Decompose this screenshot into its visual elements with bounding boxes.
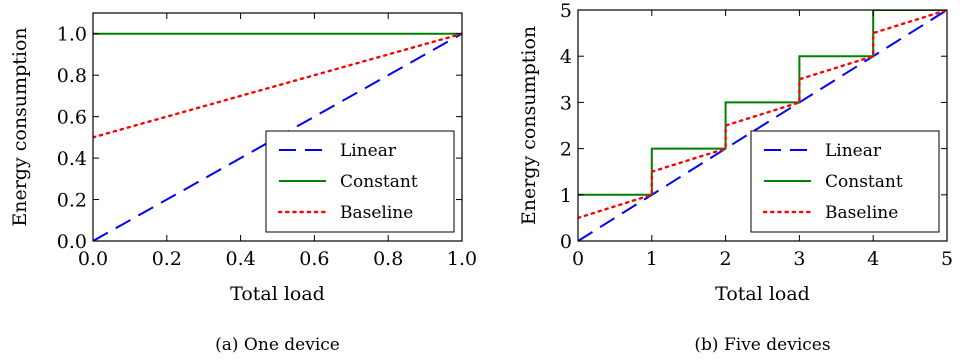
legend: Linear Constant Baseline — [750, 130, 940, 233]
x-tick-label: 0.2 — [152, 248, 182, 270]
y-tick-label: 4 — [560, 46, 572, 68]
x-tick-label: 2 — [720, 248, 732, 270]
legend-label: Constant — [340, 172, 418, 192]
y-axis-label: Energy consumption — [9, 27, 31, 226]
legend-label: Baseline — [340, 203, 413, 223]
panel-five-devices: 0 1 2 3 4 5 0 1 2 3 4 5 Total load Energy consumption… — [518, 0, 953, 355]
y-tick-label: 0.2 — [57, 190, 87, 212]
y-tick-label: 0.4 — [57, 148, 87, 170]
panel-caption: (b) Five devices — [694, 335, 830, 355]
x-tick-label: 0.4 — [225, 248, 255, 270]
x-tick-label: 3 — [793, 248, 805, 270]
y-tick-label: 5 — [560, 0, 572, 22]
x-tick-label: 5 — [941, 248, 953, 270]
y-tick-label: 0.8 — [57, 65, 87, 87]
y-tick-label: 3 — [560, 92, 572, 114]
panel-caption: (a) One device — [215, 335, 340, 355]
legend-label: Baseline — [825, 203, 898, 223]
y-tick-label: 0.0 — [57, 231, 87, 253]
plot-area — [578, 10, 947, 241]
x-tick-label: 0.6 — [299, 248, 329, 270]
x-axis-label: Total load — [715, 283, 810, 305]
axes-frame — [92, 12, 463, 242]
y-tick-label: 0.6 — [57, 107, 87, 129]
x-tick-label: 0.0 — [78, 248, 108, 270]
x-tick-label: 0 — [572, 248, 584, 270]
series-line-baseline — [578, 10, 947, 220]
y-tick-label: 0 — [560, 231, 572, 253]
series-line-linear — [578, 10, 947, 241]
legend-label: Linear — [340, 141, 397, 161]
x-axis-label: Total load — [230, 283, 325, 305]
y-tick-label: 1.0 — [57, 24, 87, 46]
legend: Linear Constant Baseline — [265, 130, 455, 233]
legend-label: Linear — [825, 141, 882, 161]
y-tick-label: 2 — [560, 139, 572, 161]
legend-label: Constant — [825, 172, 903, 192]
x-tick-label: 4 — [867, 248, 879, 270]
x-tick-label: 0.8 — [373, 248, 403, 270]
panel-one-device: 0.0 0.2 0.4 0.6 0.8 1.0 0.0 0.2 0.4 0.6 0.8 1.0 Tota… — [9, 12, 477, 355]
x-tick-label: 1.0 — [447, 248, 477, 270]
axes-frame — [577, 9, 948, 242]
x-tick-label: 1 — [646, 248, 658, 270]
series-line-baseline — [93, 32, 462, 139]
y-tick-label: 1 — [560, 185, 572, 207]
y-axis-label: Energy consumption — [518, 26, 540, 225]
